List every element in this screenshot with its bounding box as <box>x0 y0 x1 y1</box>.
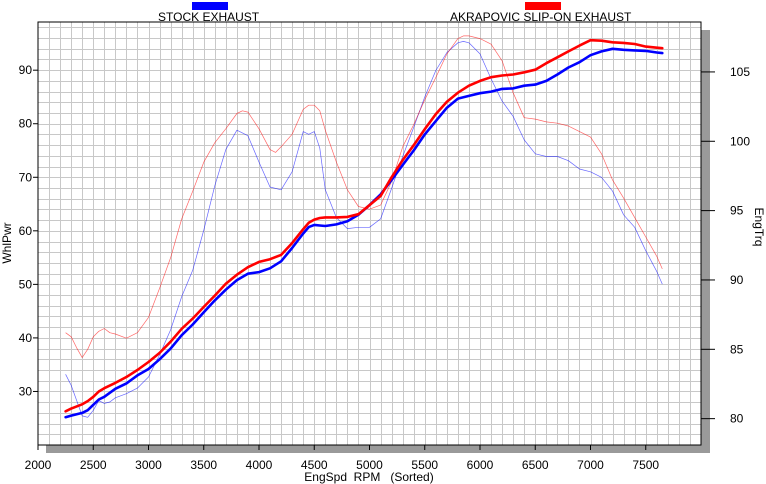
x-tick-label: 2000 <box>25 458 52 472</box>
plot-frame-shadow-bottom <box>46 445 710 453</box>
x-tick-label: 5000 <box>356 458 383 472</box>
x-tick-label: 4500 <box>301 458 328 472</box>
series-lines <box>64 35 664 419</box>
y-right-tick-label: 100 <box>730 134 750 148</box>
x-tick-label: 6000 <box>467 458 494 472</box>
y-left-tick-label: 70 <box>19 170 33 184</box>
x-tick-label: 7000 <box>577 458 604 472</box>
x-tick-label: 6500 <box>522 458 549 472</box>
legend-label-stock: STOCK EXHAUST <box>158 10 260 24</box>
grid <box>38 22 701 445</box>
y-right-tick-labels: 80 85 90 95 100 105 <box>701 65 750 426</box>
x-tick-label: 5500 <box>411 458 438 472</box>
x-tick-label: 3500 <box>190 458 217 472</box>
y-right-axis-title: EngTrq <box>752 208 766 247</box>
y-left-axis-title: WhlPwr <box>0 222 14 263</box>
y-left-tick-label: 50 <box>19 277 33 291</box>
legend-swatch-stock <box>192 2 228 10</box>
x-tick-label: 2500 <box>80 458 107 472</box>
y-left-tick-label: 40 <box>19 331 33 345</box>
y-right-tick-label: 85 <box>730 342 744 356</box>
x-tick-label: 7500 <box>632 458 659 472</box>
y-left-tick-label: 90 <box>19 63 33 77</box>
torque-line-akrapovic-slip-on-exhaust <box>65 35 663 358</box>
y-left-tick-label: 80 <box>19 117 33 131</box>
y-left-tick-label: 60 <box>19 224 33 238</box>
y-left-tick-label: 30 <box>19 384 33 398</box>
x-tick-labels: 2000 2500 3000 3500 4000 4500 5000 5500 6000 6500… <box>25 445 659 472</box>
torque-line-stock-exhaust <box>65 41 663 418</box>
legend-label-akrapovic: AKRAPOVIC SLIP-ON EXHAUST <box>450 10 632 24</box>
y-right-tick-label: 105 <box>730 65 750 79</box>
x-tick-label: 4000 <box>246 458 273 472</box>
y-right-tick-label: 80 <box>730 412 744 426</box>
y-right-tick-label: 90 <box>730 273 744 287</box>
x-tick-label: 3000 <box>135 458 162 472</box>
power-line-akrapovic-slip-on-exhaust <box>64 38 664 413</box>
legend-swatch-akrapovic <box>525 2 561 10</box>
power-line-stock-exhaust <box>64 47 664 419</box>
y-right-tick-label: 95 <box>730 204 744 218</box>
x-axis-title: EngSpd RPM (Sorted) <box>304 470 433 484</box>
plot-frame-shadow <box>701 30 710 453</box>
y-left-tick-labels: 30 40 50 60 70 80 90 <box>19 63 38 398</box>
